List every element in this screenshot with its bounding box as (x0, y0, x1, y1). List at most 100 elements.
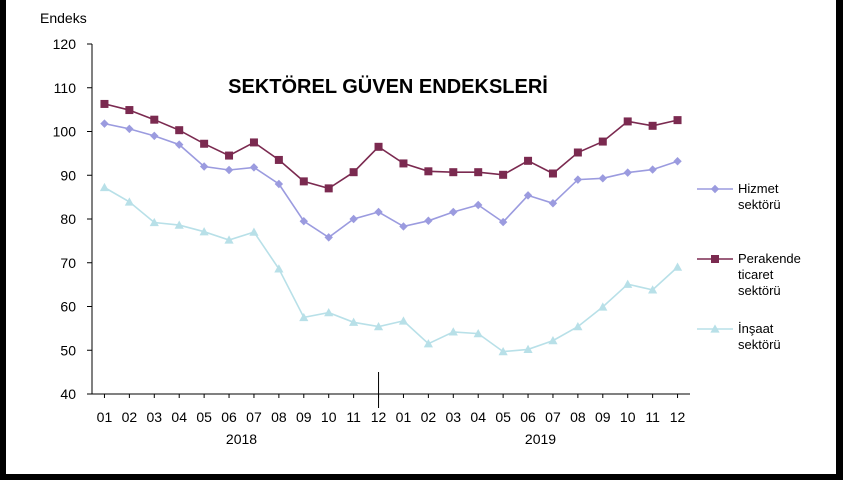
x-tick-label: 03 (446, 409, 462, 425)
x-tick-label: 03 (147, 409, 163, 425)
data-point (424, 216, 433, 225)
data-point (399, 222, 408, 231)
data-point (573, 175, 583, 184)
data-point (175, 126, 184, 135)
data-point (225, 151, 234, 160)
legend: HizmetsektörüPerakendeticaretsektörüİnşa… (697, 181, 801, 352)
data-point (498, 346, 508, 356)
y-tick-label: 70 (60, 255, 76, 271)
data-point (200, 139, 209, 148)
data-point (648, 285, 658, 294)
x-tick-label: 04 (171, 409, 187, 425)
data-point (448, 327, 458, 336)
data-point (199, 162, 209, 171)
data-point (124, 197, 134, 206)
x-tick-label: 11 (346, 409, 361, 425)
data-point (324, 233, 333, 242)
data-point (673, 116, 682, 125)
x-tick-label: 09 (296, 409, 312, 425)
data-point (598, 174, 607, 183)
data-point (710, 324, 720, 333)
data-point (100, 119, 109, 128)
data-point (673, 157, 682, 166)
x-tick-label: 07 (545, 409, 561, 425)
data-point (249, 138, 258, 147)
x-tick-label: 01 (97, 409, 113, 425)
legend-label: sektörü (738, 337, 781, 352)
legend-label: İnşaat (738, 321, 774, 336)
data-point (299, 216, 308, 226)
data-point (623, 279, 633, 288)
data-point (324, 184, 333, 193)
data-point (499, 170, 508, 179)
data-point (398, 316, 409, 325)
year-label: 2018 (226, 431, 257, 447)
data-point (498, 217, 508, 227)
data-point (224, 235, 234, 244)
series-line (104, 103, 678, 190)
data-point (199, 227, 209, 236)
frame-right-border (836, 0, 843, 480)
x-tick-label: 12 (670, 409, 686, 425)
legend-label: sektörü (738, 283, 781, 298)
legend-label: ticaret (738, 267, 774, 282)
x-tick-label: 09 (595, 409, 611, 425)
data-point (150, 115, 159, 124)
y-tick-label: 60 (60, 299, 76, 315)
data-point (648, 165, 657, 174)
data-point (548, 199, 558, 208)
data-point (648, 121, 657, 130)
data-point (249, 163, 259, 172)
data-point (349, 214, 358, 224)
x-tick-label: 06 (520, 409, 536, 425)
x-tick-label: 10 (321, 409, 337, 425)
data-point (99, 182, 110, 192)
data-point (399, 159, 408, 168)
y-tick-label: 90 (60, 167, 76, 183)
x-tick-label: 11 (645, 409, 660, 425)
x-tick-label: 04 (470, 409, 486, 425)
data-point (149, 217, 159, 227)
data-point (175, 140, 184, 149)
x-tick-label: 01 (396, 409, 412, 425)
data-point (374, 207, 383, 217)
frame-left-border (0, 0, 6, 480)
data-point (299, 177, 308, 186)
data-point (449, 168, 458, 177)
data-point (299, 312, 309, 322)
data-point (573, 322, 583, 331)
data-point (623, 117, 632, 126)
data-point (274, 264, 284, 273)
x-tick-label: 02 (421, 409, 437, 425)
legend-label: sektörü (738, 197, 781, 212)
series-2 (100, 99, 682, 193)
data-point (523, 191, 533, 200)
series-line (104, 186, 679, 353)
data-point (623, 168, 632, 177)
data-point (598, 302, 608, 311)
data-point (100, 99, 109, 108)
data-point (710, 184, 720, 194)
data-point (573, 148, 582, 157)
data-point (423, 339, 433, 348)
data-point (125, 106, 134, 115)
y-tick-label: 120 (53, 36, 77, 52)
x-tick-label: 12 (371, 409, 387, 425)
legend-label: Perakende (738, 251, 801, 266)
x-tick-label: 10 (620, 409, 636, 425)
y-axis-label: Endeks (40, 10, 87, 26)
data-point (150, 131, 159, 141)
data-point (548, 336, 558, 345)
x-tick-label: 02 (122, 409, 138, 425)
x-tick-label: 06 (221, 409, 237, 425)
y-tick-label: 50 (60, 342, 76, 358)
data-point (523, 344, 533, 354)
data-point (274, 155, 283, 164)
series-1 (100, 119, 682, 242)
data-point (224, 165, 234, 175)
data-point (711, 255, 719, 263)
y-tick-label: 40 (60, 386, 76, 402)
data-point (174, 220, 184, 229)
